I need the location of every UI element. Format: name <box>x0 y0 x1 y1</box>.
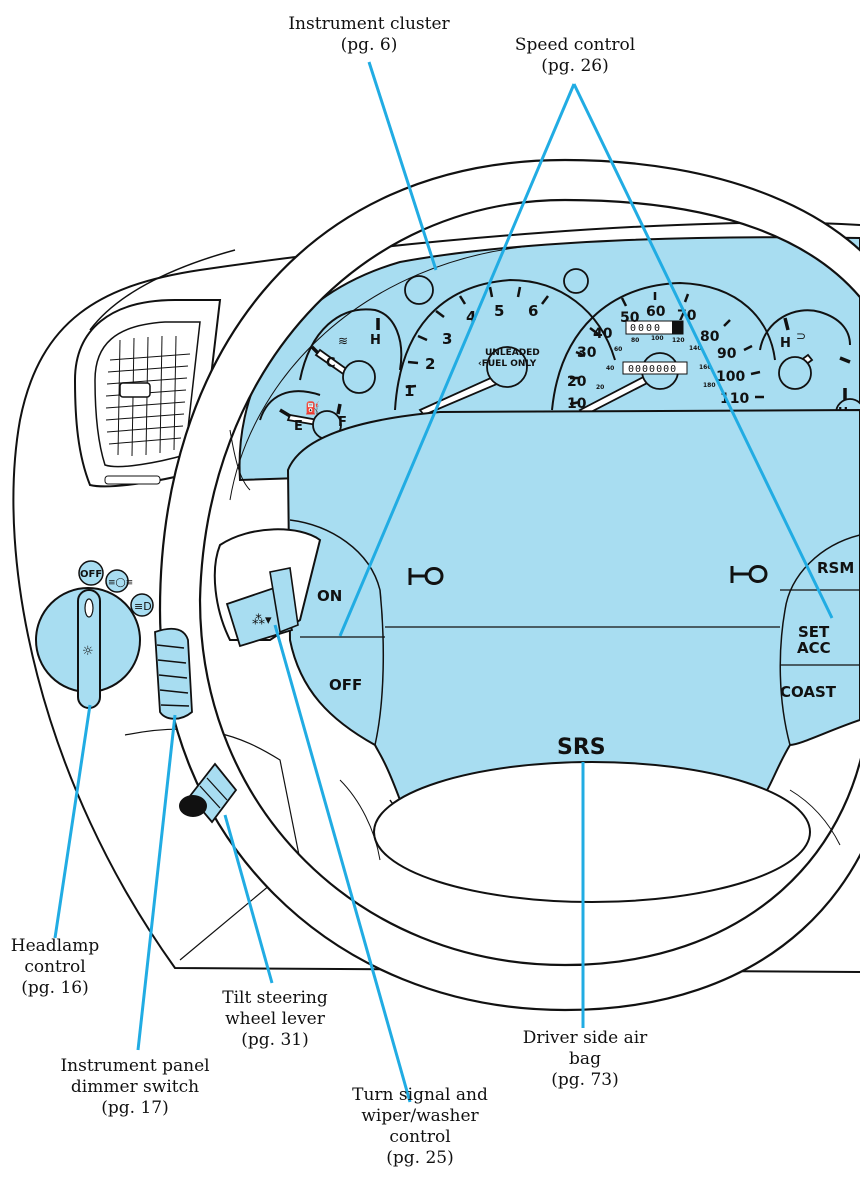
speed-on-button[interactable]: ON <box>317 587 342 605</box>
temp-cold-label: C <box>326 356 336 371</box>
speed-coast-button[interactable]: COAST <box>780 683 837 701</box>
leader-instrument-cluster <box>367 61 438 271</box>
warning-lamp <box>563 268 589 294</box>
oil-can-icon: ⊃ <box>796 329 806 343</box>
leader-speed-control-left <box>338 83 576 637</box>
speed-set-button[interactable]: SET <box>798 623 830 641</box>
callout-air-bag: Driver side air bag (pg. 73) <box>522 1028 648 1090</box>
air-vent <box>73 299 222 488</box>
callout-dimmer-switch: Instrument panel dimmer switch (pg. 17) <box>60 1056 210 1118</box>
fuel-note-line2: ‹FUEL ONLY <box>478 359 537 369</box>
coolant-icon: ≋ <box>338 334 348 348</box>
speed-rsm-button[interactable]: RSM <box>817 559 854 577</box>
tach-label-5: 5 <box>494 302 504 320</box>
leader-speed-control-right <box>572 83 834 619</box>
callout-instrument-cluster: Instrument cluster (pg. 6) <box>288 14 450 55</box>
headlamp-switch[interactable]: ☼ OFF ≡◯≡ ≡D <box>35 560 154 709</box>
callout-headlamp-control: Headlamp control (pg. 16) <box>10 936 100 998</box>
fuel-full-label: F <box>338 415 347 430</box>
tach-label-3: 3 <box>442 330 452 348</box>
dimmer-thumbwheel[interactable] <box>154 627 193 720</box>
kmh-label: 20 <box>596 384 604 391</box>
speed-label-100: 100 <box>716 369 745 385</box>
tach-label-1: 1 <box>404 382 414 400</box>
kmh-label: 180 <box>703 382 716 389</box>
leader-headlamp <box>53 704 92 939</box>
dashboard-outline <box>12 221 860 973</box>
callout-speed-control: Speed control (pg. 26) <box>514 35 636 76</box>
leader-dimmer <box>136 714 177 1051</box>
speed-label-10: 10 <box>567 396 587 412</box>
speed-label-20: 20 <box>567 374 587 390</box>
trip-odometer-digits: 0000 <box>630 323 662 334</box>
warning-lamp <box>404 275 434 305</box>
kmh-label: 140 <box>689 345 702 352</box>
headlamp-symbol-icon: ☼ <box>82 644 94 659</box>
fuel-pump-icon: ⛽ <box>305 401 320 415</box>
speed-label-30: 30 <box>577 345 597 361</box>
kmh-label: 160 <box>699 364 712 371</box>
temp-hot-label: H <box>370 333 381 348</box>
speed-label-80: 80 <box>700 329 720 345</box>
speed-label-90: 90 <box>717 346 737 362</box>
tach-label-2: 2 <box>425 355 435 373</box>
srs-label: SRS <box>557 735 606 760</box>
headlamp-on-icon <box>130 593 154 617</box>
tach-label-4: 4 <box>466 308 476 326</box>
headlamp-off-label: OFF <box>80 569 102 580</box>
callout-lines <box>53 61 834 1103</box>
tach-label-6: 6 <box>528 302 538 320</box>
steering-wheel-rim <box>158 158 860 1012</box>
fuel-empty-label: E <box>294 419 303 434</box>
speed-label-50: 50 <box>620 310 640 326</box>
speed-label-40: 40 <box>593 326 613 342</box>
svg-text:≡◯≡: ≡◯≡ <box>108 578 133 588</box>
oil-high-label: H <box>780 336 791 351</box>
wheel-bottom-opening <box>373 761 811 903</box>
tilt-lever[interactable] <box>179 762 238 824</box>
odometer-digits: 0000000 <box>628 364 677 375</box>
speed-acc-label: ACC <box>797 639 831 657</box>
horn-icon-right <box>730 565 768 583</box>
fuel-note-line1: UNLEADED <box>485 348 540 358</box>
leader-tilt-lever <box>223 814 274 984</box>
speed-off-button[interactable]: OFF <box>329 676 362 694</box>
horn-icon-left <box>408 567 444 585</box>
kmh-label: 60 <box>614 346 622 353</box>
callout-tilt-lever: Tilt steering wheel lever (pg. 31) <box>222 988 328 1050</box>
svg-text:≡D: ≡D <box>134 600 152 613</box>
kmh-label: 80 <box>631 337 639 344</box>
callout-turn-signal: Turn signal and wiper/washer control (pg… <box>352 1085 488 1168</box>
kmh-label: 40 <box>606 365 614 372</box>
leader-turn-signal <box>273 624 412 1103</box>
wiper-icon: ⁂▾ <box>252 613 272 628</box>
kmh-label: 100 <box>651 335 664 342</box>
parking-lamp-icon <box>105 569 129 593</box>
kmh-label: 120 <box>672 337 685 344</box>
speed-label-60: 60 <box>646 304 666 320</box>
